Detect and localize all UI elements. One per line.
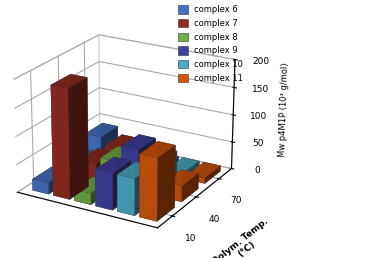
Y-axis label: Polym. Temp.
(°C): Polym. Temp. (°C) <box>211 216 276 258</box>
Legend: complex 6, complex 7, complex 8, complex 9, complex 10, complex 11: complex 6, complex 7, complex 8, complex… <box>177 4 244 83</box>
